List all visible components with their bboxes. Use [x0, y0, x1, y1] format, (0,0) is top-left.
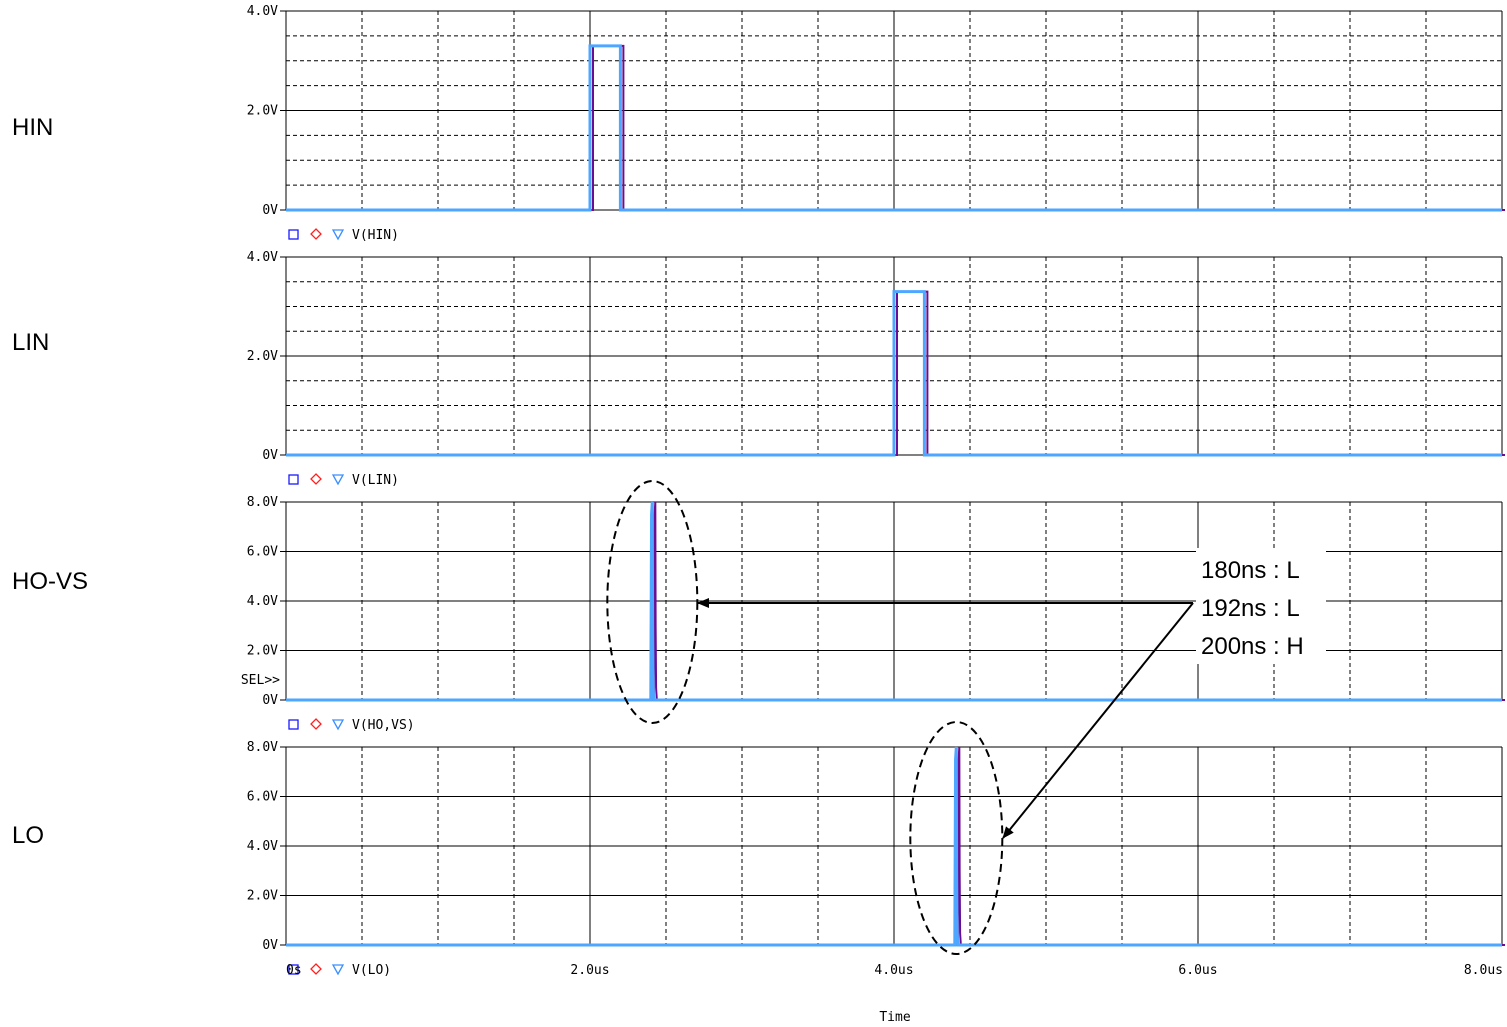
- legend-triangle-icon: [331, 964, 345, 976]
- plot-panel-2: LIN 4.0V 2.0V 0V V(LIN): [12, 250, 1505, 488]
- legend-label: V(LO): [352, 963, 391, 978]
- x-tick-label: 0s: [286, 963, 302, 978]
- legend: V(LIN): [288, 473, 399, 488]
- plot-panel-1: HIN 4.0V 2.0V 0V V(HIN): [12, 4, 1505, 243]
- y-tick-label: 4.0V: [247, 839, 278, 854]
- y-tick-label: 2.0V: [247, 349, 278, 364]
- annotation-arrow-lo: [1002, 602, 1194, 839]
- y-tick-label: 6.0V: [247, 790, 278, 805]
- side-label: LO: [12, 822, 44, 849]
- legend-label: V(HO,VS): [352, 718, 415, 733]
- y-tick-label: 2.0V: [247, 889, 278, 904]
- series-trace: [286, 290, 1502, 457]
- legend-diamond-icon: [310, 718, 322, 730]
- series-trace: [286, 746, 1502, 947]
- sel-marker: SEL>>: [241, 673, 280, 688]
- annotation-text: 180ns : L: [1201, 557, 1300, 584]
- y-tick-label: 0V: [262, 938, 278, 953]
- y-tick-label: 0V: [262, 693, 278, 708]
- legend-square-icon: [288, 964, 299, 975]
- y-tick-label: 8.0V: [247, 740, 278, 755]
- x-axis-title: Time: [879, 1010, 910, 1025]
- plot-panel-3: HO-VS 8.0V 6.0V 4.0V 2.0V 0V SEL>> V(HO,VS): [12, 495, 1505, 733]
- y-tick-label: 4.0V: [247, 594, 278, 609]
- legend: V(HO,VS): [288, 718, 415, 733]
- plot-panel-4: LO 8.0V 6.0V 4.0V 2.0V 0V V(LO): [12, 740, 1505, 978]
- x-tick-label: 4.0us: [874, 963, 913, 978]
- legend-diamond-icon: [310, 963, 322, 975]
- y-tick-label: 0V: [262, 448, 278, 463]
- legend: V(HIN): [288, 228, 399, 243]
- y-tick-label: 4.0V: [247, 4, 278, 19]
- highlight-ellipse-lo: [909, 721, 1004, 955]
- panels: HIN 4.0V 2.0V 0V V(HIN) LIN 4.0V 2.0V 0V V(LIN) HO…: [12, 4, 1505, 978]
- side-label: HIN: [12, 114, 53, 141]
- legend-square-icon: [288, 719, 299, 730]
- legend-diamond-icon: [310, 228, 322, 240]
- y-tick-label: 6.0V: [247, 545, 278, 560]
- series-trace: [286, 501, 1502, 702]
- x-tick-label: 8.0us: [1464, 963, 1503, 978]
- legend: V(LO): [288, 963, 391, 978]
- legend-label: V(LIN): [352, 473, 399, 488]
- side-label: LIN: [12, 329, 49, 356]
- legend-triangle-icon: [331, 719, 345, 731]
- y-tick-label: 8.0V: [247, 495, 278, 510]
- legend-diamond-icon: [310, 473, 322, 485]
- annotation-text: 200ns : H: [1201, 633, 1304, 660]
- x-tick-label: 6.0us: [1178, 963, 1217, 978]
- legend-label: V(HIN): [352, 228, 399, 243]
- x-tick-label: 2.0us: [570, 963, 609, 978]
- legend-square-icon: [288, 474, 299, 485]
- annotation: 180ns : L 192ns : L 200ns : H: [606, 480, 1326, 955]
- series-trace: [286, 44, 1502, 212]
- legend-triangle-icon: [331, 474, 345, 486]
- annotation-box: [1196, 548, 1326, 664]
- y-tick-label: 0V: [262, 203, 278, 218]
- y-tick-label: 4.0V: [247, 250, 278, 265]
- x-axis: 0s 2.0us 4.0us 6.0us 8.0us Time: [286, 963, 1503, 1025]
- legend-triangle-icon: [331, 229, 345, 241]
- annotation-text: 192ns : L: [1201, 595, 1300, 622]
- legend-square-icon: [288, 229, 299, 240]
- y-tick-label: 2.0V: [247, 644, 278, 659]
- y-tick-label: 2.0V: [247, 104, 278, 119]
- side-label: HO-VS: [12, 568, 88, 595]
